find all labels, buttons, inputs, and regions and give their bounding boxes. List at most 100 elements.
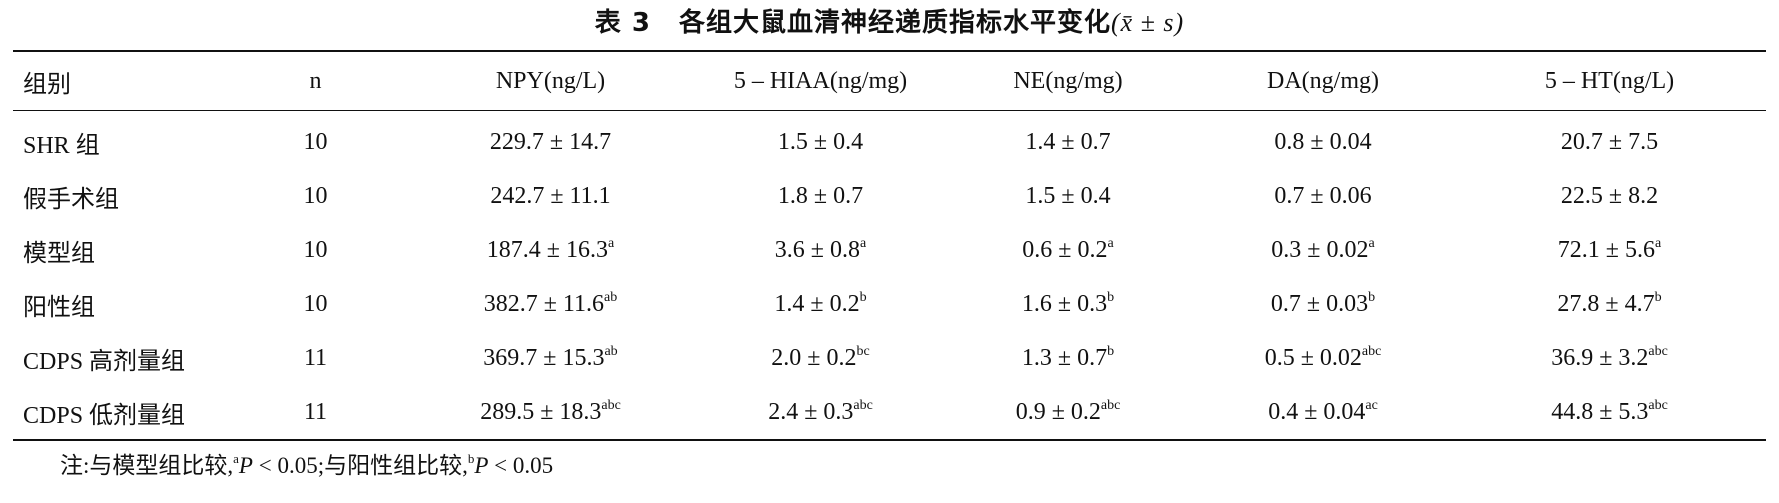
cell-5-ht: 72.1 ± 5.6a <box>1453 223 1766 277</box>
cell-da: 0.8 ± 0.04 <box>1193 111 1453 170</box>
significance-mark: abc <box>1648 343 1668 359</box>
cell-group: 模型组 <box>23 240 95 267</box>
significance-mark: ab <box>604 289 618 305</box>
significance-mark: b <box>1107 289 1115 305</box>
significance-mark: abc <box>1100 397 1121 413</box>
cell-value: 0.6 ± 0.2 <box>1022 236 1108 263</box>
cell-value: 229.7 ± 14.7 <box>489 128 612 155</box>
cell-value: 1.4 ± 0.7 <box>1025 128 1111 155</box>
significance-mark: a <box>607 235 615 251</box>
note-prefix: 注:与模型组比较, <box>60 453 234 478</box>
cell-5-ht: 22.5 ± 8.2 <box>1453 169 1766 223</box>
cell-group: 阳性组 <box>23 294 95 321</box>
cell-group: SHR 组 <box>23 132 100 159</box>
cell-5-hiaa: 1.5 ± 0.4 <box>698 111 943 170</box>
cell-5-hiaa: 1.8 ± 0.7 <box>698 169 943 223</box>
significance-mark: b <box>1368 289 1376 305</box>
cell-value: 1.5 ± 0.4 <box>777 128 864 155</box>
cell-value: 1.5 ± 0.4 <box>1025 182 1111 209</box>
note-sup-b: b <box>467 451 475 466</box>
cell-value: 2.4 ± 0.3 <box>768 398 854 425</box>
cell-value: 36.9 ± 3.2 <box>1551 344 1649 371</box>
cell-value: 382.7 ± 11.6 <box>483 290 605 317</box>
header-n: n <box>228 51 403 111</box>
cell-value: 0.7 ± 0.03 <box>1270 290 1369 317</box>
cell-value: 27.8 ± 4.7 <box>1557 290 1655 317</box>
table-row: SHR 组 10 229.7 ± 14.7 1.5 ± 0.4 1.4 ± 0.7 0.8… <box>13 111 1766 170</box>
cell-5-hiaa: 2.0 ± 0.2bc <box>698 331 943 385</box>
cell-n: 11 <box>303 398 328 425</box>
cell-value: 0.5 ± 0.02 <box>1264 344 1362 371</box>
cell-5-hiaa: 2.4 ± 0.3abc <box>698 385 943 440</box>
significance-mark: b <box>859 289 867 305</box>
cell-5-ht: 36.9 ± 3.2abc <box>1453 331 1766 385</box>
cell-npy: 289.5 ± 18.3abc <box>403 385 698 440</box>
header-ne: NE(ng/mg) <box>943 51 1193 111</box>
cell-n: 10 <box>303 290 328 317</box>
table-row: CDPS 高剂量组 11 369.7 ± 15.3ab 2.0 ± 0.2bc 1.3 … <box>13 331 1766 385</box>
cell-n: 10 <box>303 128 328 155</box>
significance-mark: a <box>1368 235 1375 251</box>
table-row: 假手术组 10 242.7 ± 11.1 1.8 ± 0.7 1.5 ± 0.4 0.7 … <box>13 169 1766 223</box>
cell-value: 44.8 ± 5.3 <box>1551 398 1649 425</box>
cell-value: 22.5 ± 8.2 <box>1560 182 1659 209</box>
cell-da: 0.5 ± 0.02abc <box>1193 331 1453 385</box>
cell-n: 11 <box>303 344 328 371</box>
cell-n: 10 <box>303 182 328 209</box>
table-row: 阳性组 10 382.7 ± 11.6ab 1.4 ± 0.2b 1.6 ± 0.3b 0… <box>13 277 1766 331</box>
significance-mark: b <box>1107 343 1115 359</box>
significance-mark: a <box>859 235 867 251</box>
stat-label: (x̄ ± s) <box>1110 8 1185 37</box>
cell-da: 0.3 ± 0.02a <box>1193 223 1453 277</box>
cell-value: 3.6 ± 0.8 <box>774 236 860 263</box>
cell-ne: 1.5 ± 0.4 <box>943 169 1193 223</box>
table-row: 模型组 10 187.4 ± 16.3a 3.6 ± 0.8a 0.6 ± 0.2a 0.… <box>13 223 1766 277</box>
cell-value: 1.3 ± 0.7 <box>1021 344 1108 371</box>
cell-5-ht: 20.7 ± 7.5 <box>1453 111 1766 170</box>
cell-value: 1.6 ± 0.3 <box>1021 290 1108 317</box>
table-footnote: 注:与模型组比较,aP < 0.05;与阳性组比较,bP < 0.05 <box>60 446 553 480</box>
significance-mark: ac <box>1365 397 1378 413</box>
cell-5-hiaa: 3.6 ± 0.8a <box>698 223 943 277</box>
cell-group: CDPS 低剂量组 <box>23 402 186 429</box>
cell-value: 0.9 ± 0.2 <box>1015 398 1101 425</box>
cell-ne: 0.9 ± 0.2abc <box>943 385 1193 440</box>
cell-npy: 242.7 ± 11.1 <box>403 169 698 223</box>
cell-da: 0.7 ± 0.03b <box>1193 277 1453 331</box>
cell-ne: 1.3 ± 0.7b <box>943 331 1193 385</box>
data-table: 组别 n NPY(ng/L) 5 – HIAA(ng/mg) NE(ng/mg)… <box>13 50 1766 441</box>
cell-npy: 382.7 ± 11.6ab <box>403 277 698 331</box>
cell-value: 0.8 ± 0.04 <box>1274 128 1372 155</box>
significance-mark: ab <box>604 343 618 359</box>
cell-value: 0.7 ± 0.06 <box>1274 182 1372 209</box>
significance-mark: bc <box>856 343 870 359</box>
significance-mark: abc <box>1648 397 1668 413</box>
cell-da: 0.7 ± 0.06 <box>1193 169 1453 223</box>
note-value-2: < 0.05 <box>488 453 554 478</box>
cell-5-hiaa: 1.4 ± 0.2b <box>698 277 943 331</box>
note-p-2: P <box>474 453 489 478</box>
cell-da: 0.4 ± 0.04ac <box>1193 385 1453 440</box>
header-row: 组别 n NPY(ng/L) 5 – HIAA(ng/mg) NE(ng/mg)… <box>13 51 1766 111</box>
header-da: DA(ng/mg) <box>1193 51 1453 111</box>
cell-npy: 229.7 ± 14.7 <box>403 111 698 170</box>
header-5-hiaa: 5 – HIAA(ng/mg) <box>698 51 943 111</box>
cell-value: 369.7 ± 15.3 <box>483 344 605 371</box>
cell-n: 10 <box>303 236 328 263</box>
note-p-1: P <box>238 453 253 478</box>
significance-mark: b <box>1654 289 1662 305</box>
cell-value: 1.8 ± 0.7 <box>777 182 864 209</box>
table-number: 表 3 <box>594 8 651 38</box>
significance-mark: a <box>1654 235 1662 251</box>
header-group: 组别 <box>13 51 228 111</box>
header-5-ht: 5 – HT(ng/L) <box>1453 51 1766 111</box>
cell-npy: 369.7 ± 15.3ab <box>403 331 698 385</box>
cell-value: 1.4 ± 0.2 <box>774 290 860 317</box>
table-title: 各组大鼠血清神经递质指标水平变化 <box>678 8 1111 38</box>
cell-value: 242.7 ± 11.1 <box>490 182 611 209</box>
cell-npy: 187.4 ± 16.3a <box>403 223 698 277</box>
cell-value: 0.4 ± 0.04 <box>1268 398 1366 425</box>
cell-5-ht: 27.8 ± 4.7b <box>1453 277 1766 331</box>
table-row: CDPS 低剂量组 11 289.5 ± 18.3abc 2.4 ± 0.3abc 0.… <box>13 385 1766 440</box>
cell-group: 假手术组 <box>23 186 119 213</box>
